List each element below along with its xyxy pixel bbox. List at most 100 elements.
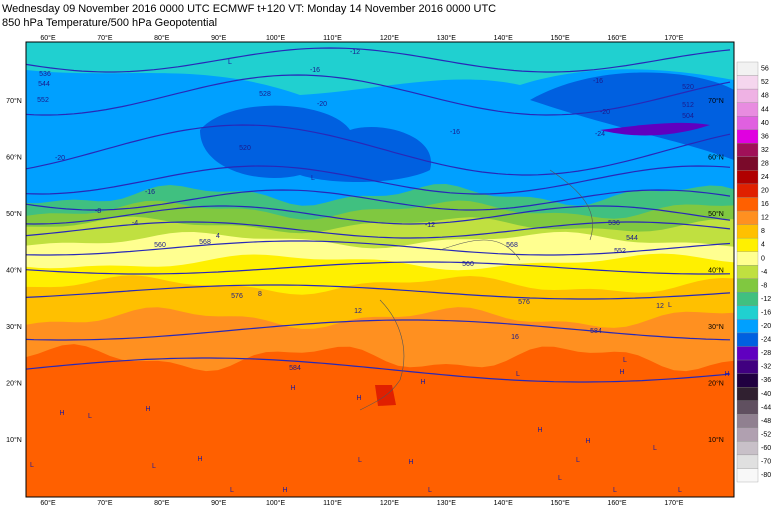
contour-label: 568 xyxy=(199,239,211,246)
pressure-center: H xyxy=(356,395,361,402)
lat-label: 30°N xyxy=(708,323,724,331)
contour-label: 8 xyxy=(258,291,262,298)
colorbar-label: -52 xyxy=(761,431,771,438)
colorbar-label: -16 xyxy=(761,309,771,316)
pressure-center: H xyxy=(59,410,64,417)
contour xyxy=(26,319,731,341)
lat-label: 10°N xyxy=(6,436,22,444)
lat-label: 50°N xyxy=(708,210,724,218)
pressure-center: L xyxy=(678,487,682,494)
colorbar-label: -28 xyxy=(761,350,771,357)
contour-label: 576 xyxy=(231,293,243,300)
map-frame xyxy=(25,41,735,498)
colorbar-cell xyxy=(736,319,759,334)
colorbar-label: 16 xyxy=(761,201,769,208)
colorbar-label: -12 xyxy=(761,296,771,303)
pressure-center: L xyxy=(576,457,580,464)
pressure-center: H xyxy=(408,459,413,466)
coastline xyxy=(359,169,593,411)
colorbar-cell xyxy=(736,170,759,185)
lon-label: 80°E xyxy=(154,499,170,507)
colorbar-label: 8 xyxy=(761,228,765,235)
contour xyxy=(26,221,731,239)
pressure-center: H xyxy=(197,456,202,463)
lon-label: 100°E xyxy=(266,34,285,42)
pressure-center: H xyxy=(619,369,624,376)
field-band xyxy=(26,344,734,497)
pressure-center: L xyxy=(613,487,617,494)
pressure-center: H xyxy=(585,438,590,445)
pressure-center: L xyxy=(558,475,562,482)
lat-label: 70°N xyxy=(6,97,22,105)
pressure-center: L xyxy=(230,487,234,494)
contour-label: 552 xyxy=(614,248,626,255)
colorbar-cell xyxy=(736,61,759,76)
pressure-center: H xyxy=(724,371,729,378)
pressure-center: L xyxy=(428,487,432,494)
contour-label: 4 xyxy=(216,233,220,240)
lat-label: 20°N xyxy=(6,379,22,387)
lat-label: 70°N xyxy=(708,97,724,105)
lat-label: 60°N xyxy=(6,153,22,161)
lon-label: 100°E xyxy=(266,499,285,507)
colorbar-label: 28 xyxy=(761,160,769,167)
colorbar-label: -80 xyxy=(761,472,771,479)
contour xyxy=(26,240,731,256)
contour-label: 536 xyxy=(608,220,620,227)
contour-label: -4 xyxy=(132,220,138,227)
lon-label: 60°E xyxy=(40,34,56,42)
colorbar-label: 44 xyxy=(761,106,769,113)
colorbar-label: -4 xyxy=(761,269,767,276)
colorbar-cell xyxy=(736,224,759,239)
colorbar-cell xyxy=(736,359,759,374)
colorbar-label: -40 xyxy=(761,391,771,398)
colorbar-label: -48 xyxy=(761,418,771,425)
contour-label: 560 xyxy=(462,261,474,268)
contour-label: -16 xyxy=(450,129,460,136)
contour-label: 520 xyxy=(239,145,251,152)
colorbar-label: -8 xyxy=(761,282,767,289)
lon-label: 150°E xyxy=(551,34,570,42)
contour-label: 544 xyxy=(38,81,50,88)
colorbar-cell xyxy=(736,278,759,293)
contour-label: -8 xyxy=(95,208,101,215)
contour-label: 584 xyxy=(590,328,602,335)
colorbar-label: -44 xyxy=(761,404,771,411)
lon-label: 130°E xyxy=(437,499,456,507)
colorbar-cell xyxy=(736,143,759,157)
colorbar-cell xyxy=(736,427,759,442)
colorbar-cell xyxy=(736,414,759,428)
contour xyxy=(26,165,731,195)
field-band xyxy=(200,105,432,182)
lat-label: 60°N xyxy=(708,153,724,161)
pressure-center: L xyxy=(152,463,156,470)
contour-label: 16 xyxy=(511,334,519,341)
lon-label: 160°E xyxy=(607,499,626,507)
pressure-center: L xyxy=(653,445,657,452)
contour xyxy=(26,284,731,300)
field-band xyxy=(530,72,734,160)
colorbar-label: -70 xyxy=(761,459,771,466)
pressure-center: H xyxy=(537,427,542,434)
contour xyxy=(26,261,731,275)
pressure-center: L xyxy=(516,371,520,378)
contour xyxy=(26,124,731,176)
lon-label: 130°E xyxy=(437,34,456,42)
lon-label: 170°E xyxy=(664,34,683,42)
colorbar-label: 48 xyxy=(761,93,769,100)
pressure-center: L xyxy=(311,175,315,182)
contour-label: 512 xyxy=(682,102,694,109)
contour-label: 584 xyxy=(289,365,301,372)
colorbar-label: 0 xyxy=(761,255,765,262)
contour xyxy=(26,189,731,211)
colorbar-label: 4 xyxy=(761,242,765,249)
colorbar-cell xyxy=(736,156,759,171)
colorbar-label: 24 xyxy=(761,174,769,181)
lon-label: 120°E xyxy=(380,34,399,42)
contour-label: -24 xyxy=(595,131,605,138)
lon-label: 80°E xyxy=(154,34,170,42)
contour-label: 12 xyxy=(656,303,664,310)
pressure-center: H xyxy=(420,379,425,386)
lat-label: 40°N xyxy=(708,266,724,274)
colorbar-cell xyxy=(736,197,759,212)
